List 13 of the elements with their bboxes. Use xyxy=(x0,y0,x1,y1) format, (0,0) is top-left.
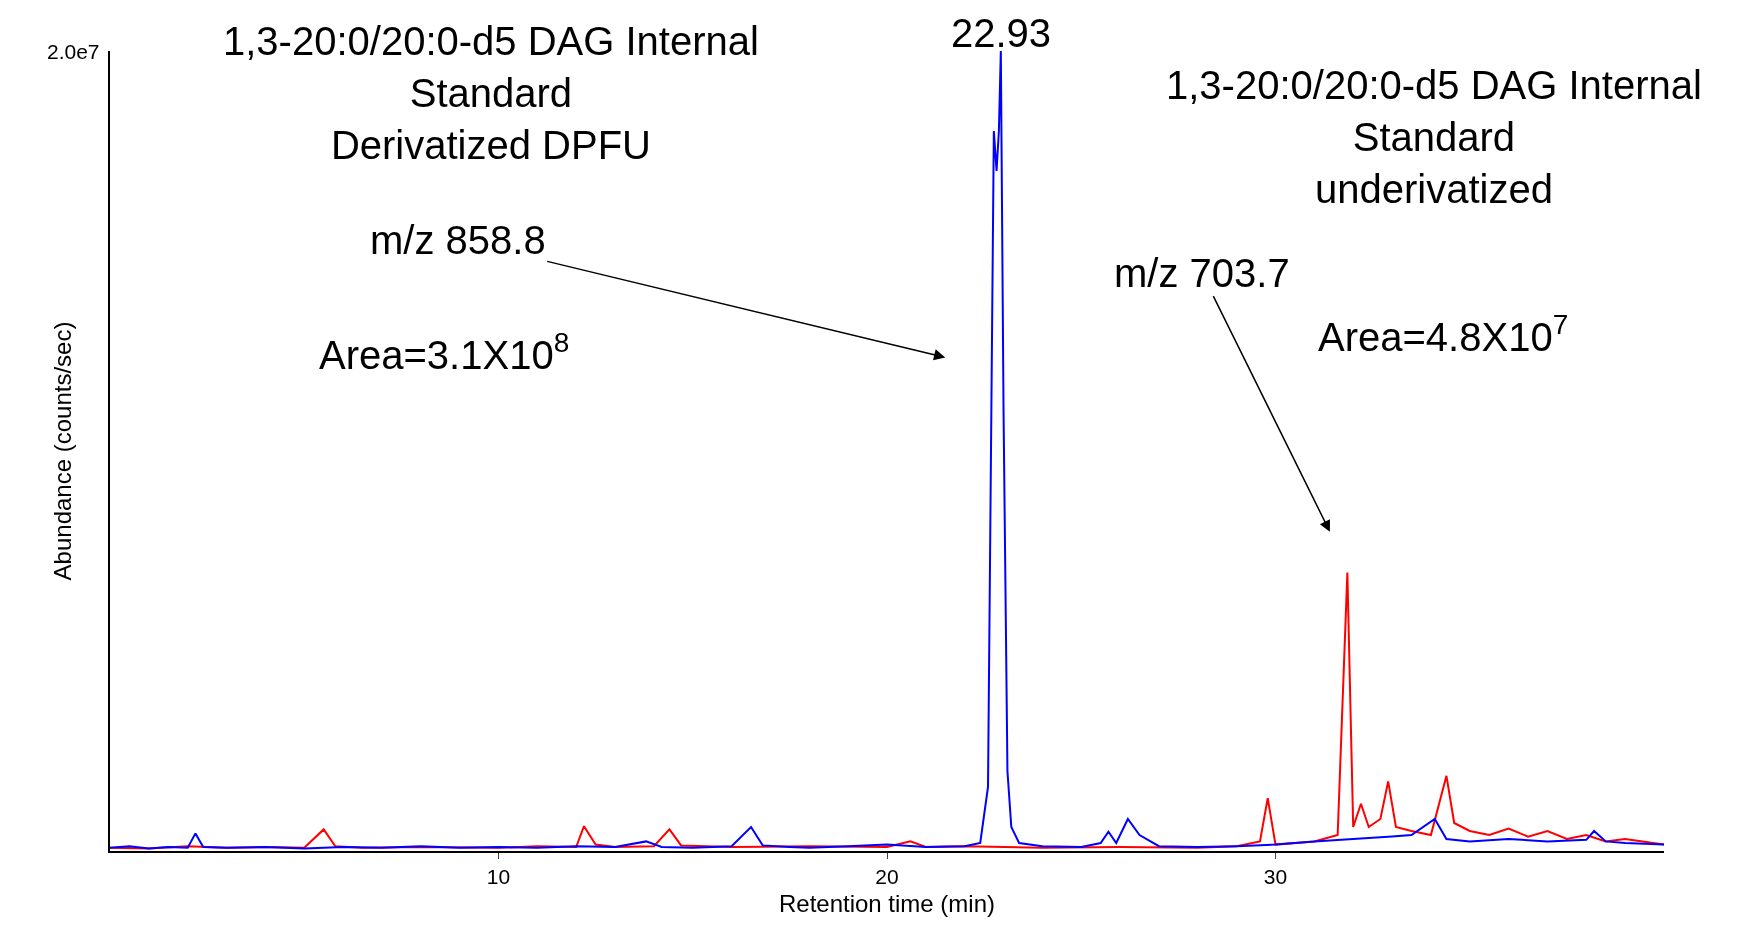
text: 2.0e7 xyxy=(47,40,100,63)
annotation: 22.93 xyxy=(951,11,1052,55)
annotation: Area=4.8X10$^{7}$ xyxy=(1318,309,1569,359)
x-tick-label: 10 xyxy=(486,864,511,888)
annotation: 1,3-20:0/20:0-d5 DAG Internal Standard underivatized xyxy=(1166,63,1702,211)
annotation: m/z 703.7 xyxy=(1114,251,1290,295)
x-tick-label: 20 xyxy=(875,864,899,888)
x-tick-label: 30 xyxy=(1263,864,1288,888)
annotation: 1,3-20:0/20:0-d5 DAG Internal Standard Derivatized DPFU xyxy=(223,19,759,167)
annotation: Area=3.1X10$^{8}$ xyxy=(319,327,570,377)
x-axis-title: Retention time (min) xyxy=(778,889,996,917)
annotation: m/z 858.8 xyxy=(370,218,546,262)
y-axis-title: Abundance (counts/sec) xyxy=(48,321,76,581)
